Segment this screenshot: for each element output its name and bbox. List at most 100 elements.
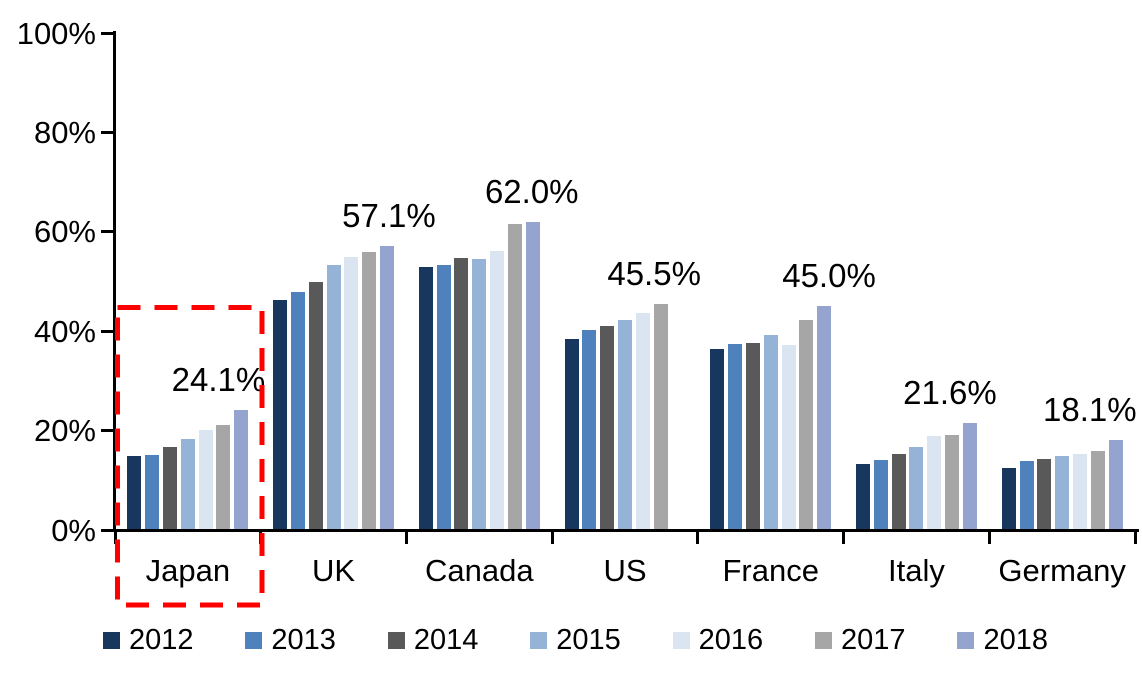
bar-canada-2018 (525, 221, 540, 530)
legend-item-2018: 2018 (957, 623, 1048, 656)
bar-uk-2014 (308, 281, 323, 530)
bar-italy-2014 (891, 454, 906, 530)
x-tick (842, 530, 846, 544)
bar-uk-2016 (344, 257, 359, 530)
bar-japan-2015 (180, 439, 195, 530)
legend-label-2018: 2018 (983, 623, 1048, 656)
bar-germany-2015 (1055, 456, 1070, 530)
bar-italy-2015 (909, 446, 924, 530)
legend-label-2016: 2016 (698, 623, 764, 656)
x-axis-line (113, 529, 1139, 532)
bar-japan-2012 (127, 456, 142, 530)
legend-label-2013: 2013 (271, 623, 336, 656)
y-tick (101, 230, 115, 234)
bar-japan-2016 (198, 430, 213, 530)
legend: 2012 2013 2014 2015 2016 2017 2018 (103, 616, 1048, 664)
bar-us-2013 (582, 330, 597, 530)
y-tick (101, 528, 115, 532)
x-tick (550, 530, 554, 544)
bar-uk-2013 (290, 292, 305, 530)
legend-label-2017: 2017 (841, 623, 906, 656)
bar-germany-2013 (1019, 460, 1034, 530)
bar-italy-2013 (873, 459, 888, 530)
y-axis-tick-label: 40% (33, 313, 96, 349)
bar-italy-2018 (962, 422, 977, 530)
legend-label-2014: 2014 (413, 623, 479, 656)
bar-uk-2017 (362, 251, 377, 530)
bar-uk-2012 (273, 299, 288, 530)
bar-france-2017 (799, 319, 814, 530)
bar-us-2016 (635, 312, 650, 530)
bar-germany-2018 (1108, 440, 1123, 530)
legend-swatch-2013 (245, 631, 263, 649)
category-label-us: US (603, 553, 647, 588)
y-tick (101, 130, 115, 134)
bar-germany-2012 (1001, 468, 1016, 530)
y-axis-line (113, 31, 116, 532)
data-label-japan: 24.1% (171, 361, 266, 399)
dashed-rectangle-outline (115, 305, 265, 608)
y-tick (101, 31, 115, 35)
data-label-france: 45.0% (782, 257, 876, 295)
bar-germany-2017 (1090, 450, 1105, 530)
y-axis-tick-label: 100% (16, 15, 96, 51)
data-label-italy: 21.6% (903, 373, 997, 411)
bar-canada-2016 (490, 251, 505, 530)
category-label-canada: Canada (424, 553, 534, 588)
legend-item-2013: 2013 (245, 623, 336, 656)
bar-us-2012 (564, 339, 579, 530)
japan-highlight-rectangle (115, 305, 265, 608)
bar-japan-2017 (216, 424, 231, 530)
data-label-canada: 62.0% (484, 172, 579, 210)
bar-canada-2013 (436, 265, 451, 530)
bar-us-2015 (618, 319, 632, 530)
legend-item-2017: 2017 (815, 623, 906, 656)
category-label-germany: Germany (998, 553, 1126, 588)
bar-japan-2018 (234, 410, 249, 530)
bar-us-2014 (600, 325, 615, 530)
bar-italy-2016 (927, 436, 942, 530)
x-tick (113, 530, 117, 544)
bar-france-2018 (817, 306, 832, 530)
y-tick (101, 429, 115, 433)
legend-label-2012: 2012 (129, 623, 194, 656)
legend-item-2016: 2016 (672, 623, 764, 656)
legend-swatch-2012 (103, 631, 120, 649)
bar-france-2015 (763, 335, 778, 530)
bar-uk-2018 (379, 246, 394, 530)
x-tick (404, 530, 408, 544)
bar-germany-2014 (1037, 458, 1052, 530)
y-axis-labels: 100% 80% 60% 40% 20% 0% (0, 0, 115, 560)
category-label-france: France (722, 553, 819, 588)
bar-germany-2016 (1072, 453, 1087, 530)
y-axis-tick-label: 0% (51, 512, 96, 548)
bar-canada-2012 (418, 267, 433, 530)
legend-item-2012: 2012 (103, 623, 194, 656)
y-axis-tick-label: 80% (33, 114, 96, 150)
bar-us-2017 (653, 303, 668, 530)
data-label-us: 45.5% (607, 254, 701, 292)
y-tick (101, 329, 115, 333)
bar-france-2014 (745, 343, 760, 530)
bar-uk-2015 (326, 265, 341, 530)
y-axis-tick-label: 20% (33, 413, 96, 449)
bar-france-2016 (781, 345, 796, 530)
legend-swatch-2018 (957, 631, 975, 649)
bar-canada-2015 (472, 259, 487, 530)
legend-swatch-2015 (530, 631, 548, 649)
legend-item-2014: 2014 (387, 623, 479, 656)
bar-japan-2013 (145, 455, 160, 530)
x-tick (696, 530, 700, 544)
bar-italy-2012 (856, 464, 871, 530)
data-label-germany: 18.1% (1043, 391, 1137, 429)
x-tick (1133, 530, 1137, 544)
bar-france-2012 (710, 348, 725, 530)
bar-japan-2014 (163, 447, 178, 530)
legend-swatch-2014 (387, 631, 405, 649)
y-axis-tick-label: 60% (33, 214, 96, 250)
category-label-uk: UK (312, 553, 356, 588)
category-label-italy: Italy (887, 553, 945, 588)
x-tick (987, 530, 991, 544)
legend-swatch-2016 (672, 631, 690, 649)
bar-canada-2014 (454, 258, 469, 530)
